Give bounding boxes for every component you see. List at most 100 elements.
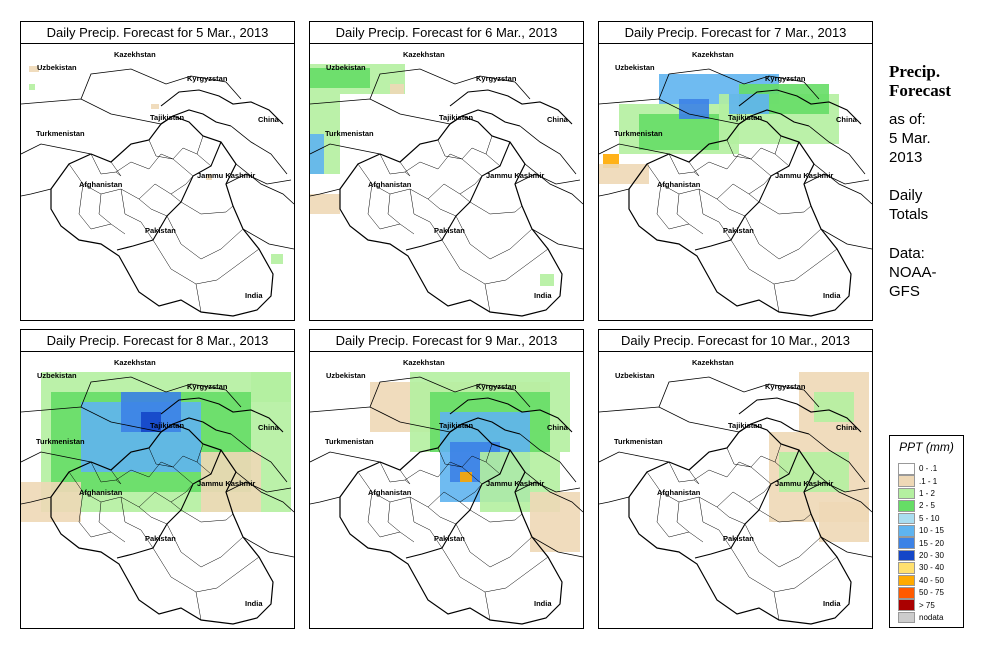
label-jammu: Jammu Kashmir [486,171,544,180]
precip-area [819,502,869,542]
label-india: India [534,291,552,300]
data-source-line-2: NOAA- [889,264,937,281]
afghanistan-region-map: Kazekhstan Uzbekistan Kyrgyzstan Tajikis… [310,358,583,625]
label-afghanistan: Afghanistan [657,180,701,189]
label-turkmenistan: Turkmenistan [36,437,85,446]
label-china: China [547,423,569,432]
label-uzbekistan: Uzbekistan [37,371,77,380]
as-of-year: 2013 [889,149,923,166]
label-kazakhstan: Kazekhstan [403,50,445,59]
precip-area [814,392,854,422]
precip-area [251,372,291,402]
legend-swatch [898,599,915,611]
legend-row: 5 - 10 [898,512,939,525]
legend-swatch [898,512,915,525]
precip-area [206,174,212,180]
precip-area [460,472,472,482]
label-china: China [258,115,280,124]
precip-area [639,114,719,150]
legend-row: 0 - .1 [898,463,937,475]
label-turkmenistan: Turkmenistan [614,129,663,138]
precip-area [599,164,649,184]
label-jammu: Jammu Kashmir [197,171,255,180]
label-uzbekistan: Uzbekistan [615,63,655,72]
label-kazakhstan: Kazekhstan [114,50,156,59]
precip-area [271,254,283,264]
label-india: India [534,599,552,608]
label-turkmenistan: Turkmenistan [325,437,374,446]
label-tajikistan: Tajikistan [728,421,762,430]
legend-swatch [898,500,915,512]
legend-label: nodata [919,613,944,623]
side-title: Precip. Forecast [889,62,951,100]
side-title-line-2: Forecast [889,81,951,100]
label-jammu: Jammu Kashmir [775,479,833,488]
label-afghanistan: Afghanistan [657,488,701,497]
afghanistan-region-map: Kazekhstan Uzbekistan Kyrgyzstan Tajikis… [21,358,294,625]
label-afghanistan: Afghanistan [368,180,412,189]
label-afghanistan: Afghanistan [368,488,412,497]
label-pakistan: Pakistan [723,534,754,543]
data-source-block: Data: NOAA- GFS [889,244,937,301]
panel-title: Daily Precip. Forecast for 10 Mar., 2013 [599,330,872,352]
legend-swatch [898,587,915,599]
panel-title: Daily Precip. Forecast for 9 Mar., 2013 [310,330,583,352]
legend-label: .1 - 1 [919,476,938,486]
legend-row: 50 - 75 [898,587,944,599]
afghanistan-region-map: Kazekhstan Uzbekistan Kyrgyzstan Tajikis… [599,50,872,317]
data-source-line-3: GFS [889,283,920,300]
legend-title: PPT (mm) [899,440,954,454]
label-tajikistan: Tajikistan [728,113,762,122]
legend-label: 10 - 15 [919,526,944,536]
label-kyrgyzstan: Kyrgyzstan [476,382,517,391]
legend-swatch [898,611,915,624]
precip-area [390,84,404,94]
panel-title: Daily Precip. Forecast for 6 Mar., 2013 [310,22,583,44]
precip-legend: PPT (mm) 0 - .1 .1 - 1 1 - 2 2 - 5 5 - 10 10 … [889,435,964,628]
label-kazakhstan: Kazekhstan [692,358,734,367]
precip-area [310,68,370,88]
label-tajikistan: Tajikistan [439,113,473,122]
label-kyrgyzstan: Kyrgyzstan [187,74,228,83]
label-kazakhstan: Kazekhstan [114,358,156,367]
label-tajikistan: Tajikistan [439,421,473,430]
legend-swatch [898,574,915,587]
label-uzbekistan: Uzbekistan [37,63,77,72]
label-kazakhstan: Kazekhstan [692,50,734,59]
label-turkmenistan: Turkmenistan [36,129,85,138]
legend-swatch [898,525,915,537]
legend-row: nodata [898,611,944,624]
legend-row: 40 - 50 [898,574,944,587]
precip-area [310,134,324,174]
label-pakistan: Pakistan [145,226,176,235]
label-uzbekistan: Uzbekistan [326,371,366,380]
legend-label: 20 - 30 [919,551,944,561]
legend-label: 2 - 5 [919,501,936,511]
as-of-label: as of: [889,111,926,128]
label-jammu: Jammu Kashmir [197,479,255,488]
legend-label: 40 - 50 [919,575,944,585]
label-pakistan: Pakistan [145,534,176,543]
legend-label: 1 - 2 [919,489,936,499]
label-uzbekistan: Uzbekistan [615,371,655,380]
totals-line-1: Daily [889,187,923,204]
forecast-panel-day-1: Daily Precip. Forecast for 5 Mar., 2013 [20,21,295,321]
label-pakistan: Pakistan [723,226,754,235]
label-china: China [547,115,569,124]
label-india: India [823,291,841,300]
legend-row: 20 - 30 [898,549,944,562]
afghanistan-region-map: Kazekhstan Uzbekistan Kyrgyzstan Tajikis… [21,50,294,317]
as-of-block: as of: 5 Mar. 2013 [889,110,931,167]
panel-title: Daily Precip. Forecast for 8 Mar., 2013 [21,330,294,352]
label-jammu: Jammu Kashmir [775,171,833,180]
afghanistan-region-map: Kazekhstan Uzbekistan Kyrgyzstan Tajikis… [310,50,583,317]
totals-line-2: Totals [889,206,929,223]
legend-label: 50 - 75 [919,588,944,598]
legend-row: .1 - 1 [898,475,937,487]
label-tajikistan: Tajikistan [150,421,184,430]
label-kyrgyzstan: Kyrgyzstan [476,74,517,83]
label-pakistan: Pakistan [434,226,465,235]
label-turkmenistan: Turkmenistan [614,437,663,446]
precip-area [151,104,159,109]
label-china: China [258,423,280,432]
